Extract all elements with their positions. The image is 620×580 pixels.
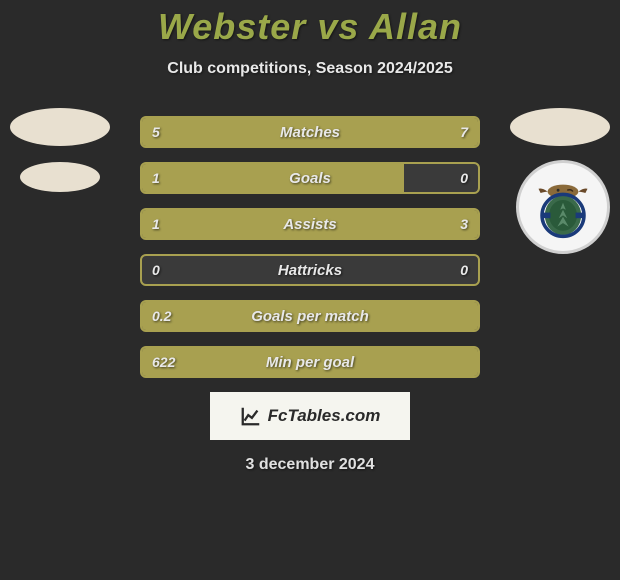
stats-area: 5Matches71Goals01Assists30Hattricks00.2G… — [0, 116, 620, 378]
page-title: Webster vs Allan — [0, 6, 620, 48]
stat-value-right: 3 — [460, 210, 468, 238]
date-text: 3 december 2024 — [0, 456, 620, 474]
stat-row: 1Goals0 — [140, 162, 480, 194]
stat-label: Goals per match — [142, 302, 478, 330]
infographic-container: Webster vs Allan Club competitions, Seas… — [0, 0, 620, 580]
stat-row: 622Min per goal — [140, 346, 480, 378]
stat-row: 0.2Goals per match — [140, 300, 480, 332]
player-left-club-placeholder — [20, 162, 100, 192]
chart-icon — [240, 405, 262, 427]
stat-value-right: 0 — [460, 256, 468, 284]
stat-row: 0Hattricks0 — [140, 254, 480, 286]
player-right-avatar-placeholder — [510, 108, 610, 146]
stat-label: Goals — [142, 164, 478, 192]
stat-row: 5Matches7 — [140, 116, 480, 148]
stat-value-right: 0 — [460, 164, 468, 192]
stat-label: Matches — [142, 118, 478, 146]
subtitle: Club competitions, Season 2024/2025 — [0, 60, 620, 78]
stat-bars: 5Matches71Goals01Assists30Hattricks00.2G… — [140, 116, 480, 378]
player-left-avatar-placeholder — [10, 108, 110, 146]
stat-value-right: 7 — [460, 118, 468, 146]
brand-text: FcTables.com — [268, 406, 381, 426]
stat-label: Min per goal — [142, 348, 478, 376]
fctables-brand-badge: FcTables.com — [210, 392, 410, 440]
stat-label: Assists — [142, 210, 478, 238]
stat-row: 1Assists3 — [140, 208, 480, 240]
club-badge-icon — [516, 160, 610, 254]
stat-label: Hattricks — [142, 256, 478, 284]
